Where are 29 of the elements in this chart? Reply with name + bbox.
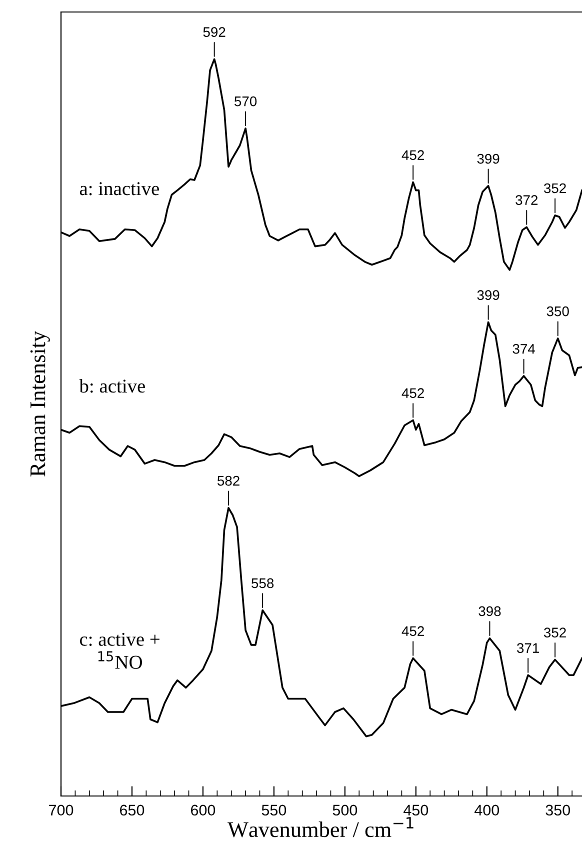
series-label: b: active	[79, 379, 145, 393]
annotation: 399	[477, 290, 500, 300]
x-tick-label: 350	[546, 804, 570, 816]
x-tick-label: 650	[120, 804, 144, 816]
annotation: 452	[402, 150, 424, 160]
annotation: 570	[234, 96, 257, 106]
annotation: 371	[517, 643, 539, 653]
annotation: 582	[217, 476, 240, 486]
x-tick-label: 600	[190, 804, 216, 816]
annotation: 374	[512, 344, 535, 354]
x-tick-label: 400	[474, 804, 500, 816]
annotation: 398	[478, 606, 501, 616]
x-tick-label: 550	[262, 804, 286, 816]
x-tick-label: 700	[49, 804, 74, 816]
annotation: 352	[544, 183, 566, 194]
annotation: 399	[477, 154, 500, 164]
annotation: 452	[402, 388, 424, 398]
annotation: 592	[203, 27, 226, 37]
x-tick-label: 450	[404, 804, 428, 816]
series-label: a: inactive	[80, 182, 159, 196]
series-label: c: active + $^{15}$NO	[80, 632, 160, 669]
annotation: 452	[402, 626, 424, 636]
annotation: 558	[252, 578, 274, 588]
annotation: 350	[546, 306, 569, 316]
annotation: 372	[516, 195, 538, 205]
annotation: 352	[544, 628, 566, 638]
x-tick-label: 500	[332, 804, 358, 816]
y-axis-title: Raman Intensity	[30, 330, 50, 476]
x-axis-title: Wavenumber / cm$^{−1}$	[228, 817, 414, 838]
